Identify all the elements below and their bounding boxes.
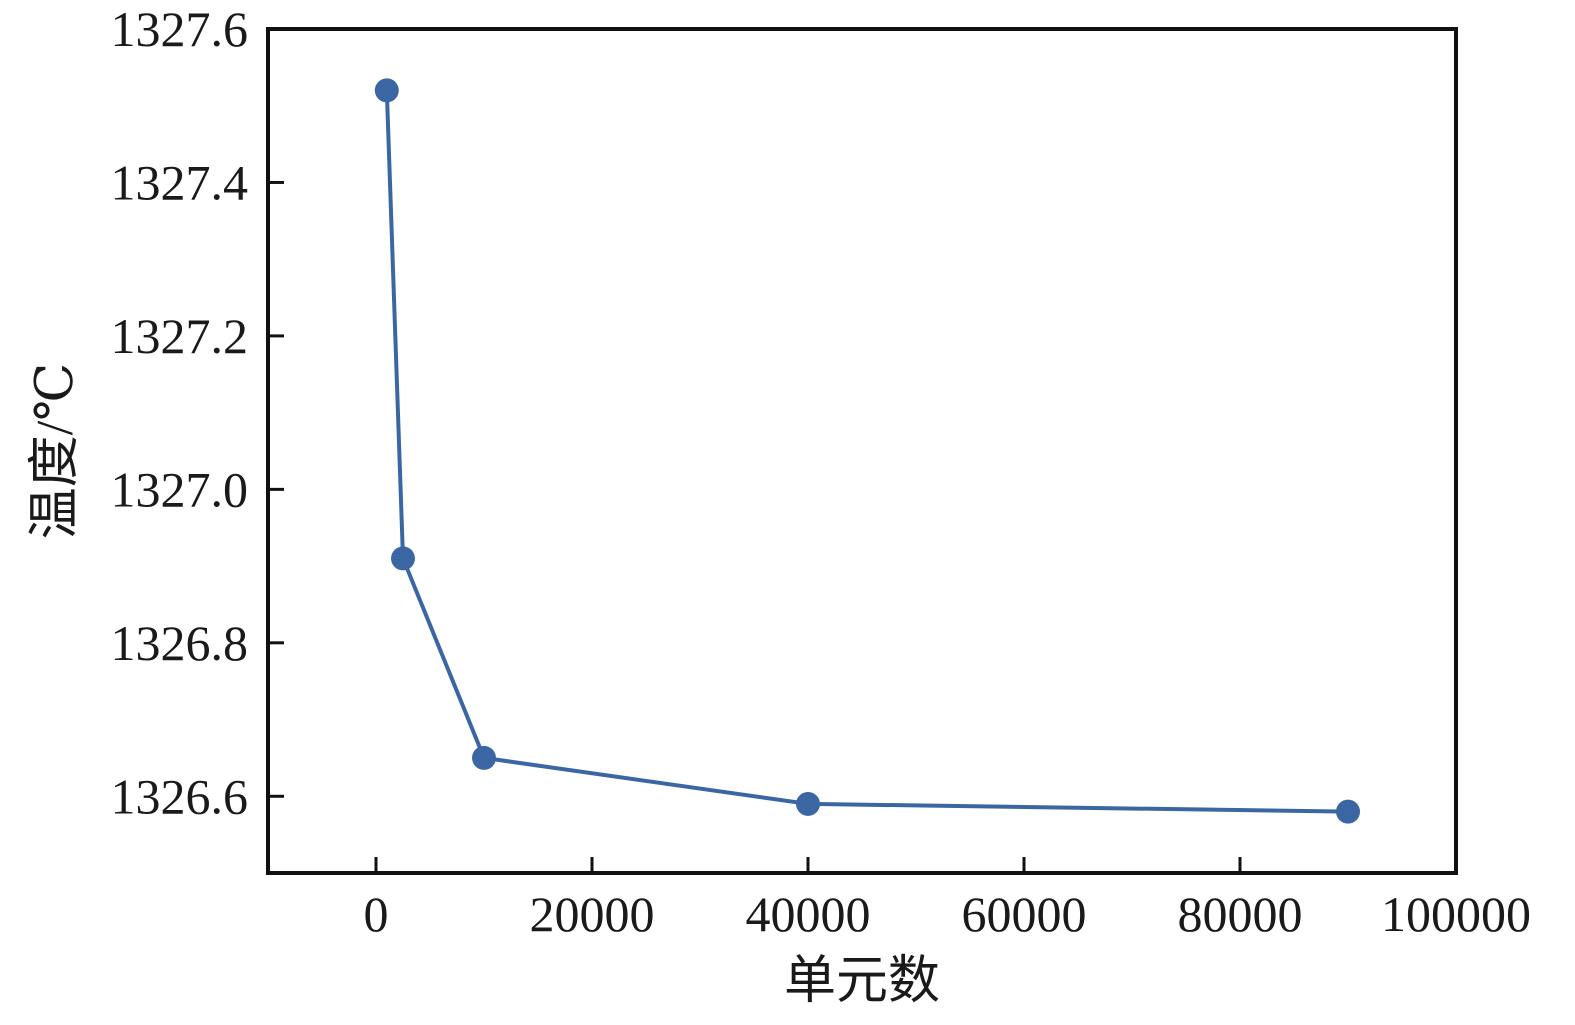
y-tick-label: 1327.2 xyxy=(111,308,249,364)
y-tick-label: 1326.6 xyxy=(111,768,249,824)
ticks-layer: 0 20000 40000 60000 80000 100000 1326.6 1326.8 1… xyxy=(111,1,1532,942)
x-tick-label: 40000 xyxy=(746,886,871,942)
data-point xyxy=(1336,799,1360,824)
data-point xyxy=(796,791,820,816)
y-axis-title: 温度/℃ xyxy=(27,363,84,540)
x-tick-label: 80000 xyxy=(1178,886,1303,942)
y-tick-label: 1327.4 xyxy=(111,154,249,210)
data-point xyxy=(391,546,415,571)
y-tick-label: 1326.8 xyxy=(111,615,249,671)
x-tick-label: 60000 xyxy=(962,886,1087,942)
y-tick-label: 1327.6 xyxy=(111,1,249,57)
data-point xyxy=(472,745,496,770)
plot-frame xyxy=(266,27,1458,875)
series-layer xyxy=(374,78,1360,824)
x-axis-title: 单元数 xyxy=(784,953,940,1010)
y-tick-label: 1327.0 xyxy=(111,461,249,517)
data-point xyxy=(374,78,399,103)
x-tick-label: 0 xyxy=(364,886,389,942)
series-line xyxy=(384,90,1349,814)
x-tick-label: 100000 xyxy=(1381,886,1531,942)
x-tick-label: 20000 xyxy=(530,886,655,942)
